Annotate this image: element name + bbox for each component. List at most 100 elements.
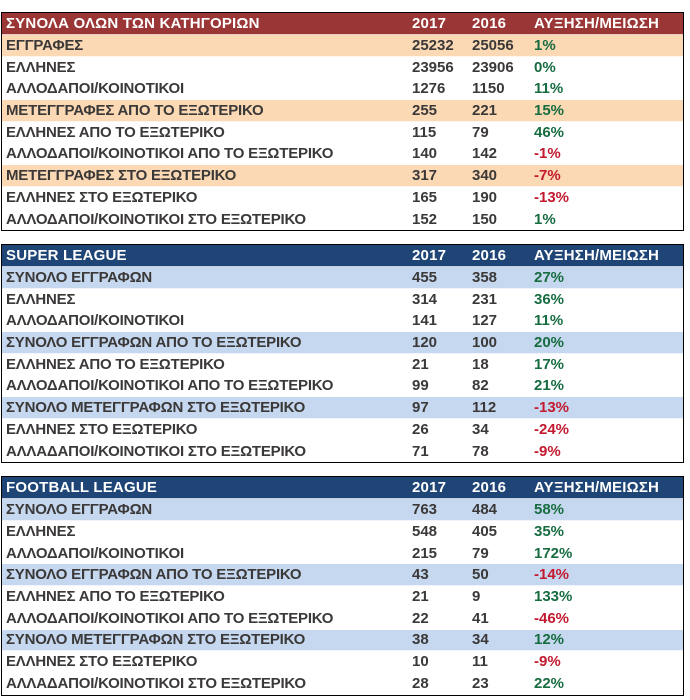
data-table: ΣΥΝΟΛΑ ΟΛΩΝ ΤΩΝ ΚΑΤΗΓΟΡΙΩΝ 2017 2016 ΑΥΞ… [1,12,684,232]
table-row: ΜΕΤΕΓΓΡΑΦΕΣ ΣΤΟ ΕΞΩΤΕΡΙΚΟ 317 340 -7% [2,165,683,187]
value-2016: 484 [472,501,498,519]
value-2016: 112 [472,399,497,417]
value-2016: 127 [472,312,498,330]
change-value: -9% [534,443,561,461]
value-2016: 340 [472,166,498,184]
table-title: FOOTBALL LEAGUE [6,479,158,497]
row-label: ΑΛΛΟΔΑΠΟΙ/ΚΟΙΝΟΤΙΚΟΙ ΑΠΟ ΤΟ ΕΞΩΤΕΡΙΚΟ [6,609,334,627]
row-label: ΑΛΛΑΔΑΠΟΙ/ΚΟΙΝΟΤΙΚΟΙ ΣΤΟ ΕΞΩΤΕΡΙΚΟ [6,675,306,693]
value-2017: 21 [412,355,429,373]
change-value: -7% [534,166,561,184]
value-2017: 1276 [412,80,446,98]
change-value: 58% [534,501,565,519]
change-value: -14% [534,566,570,584]
value-2017: 97 [412,399,429,417]
value-2017: 141 [412,312,438,330]
change-value: -1% [534,145,561,163]
change-value: -46% [534,609,570,627]
value-2016: 23 [472,675,489,693]
row-label: ΣΥΝΟΛΟ ΕΓΓΡΑΦΩΝ [6,269,153,287]
table-row: ΑΛΛΟΔΑΠΟΙ/ΚΟΙΝΟΤΙΚΟΙ ΑΠΟ ΤΟ ΕΞΩΤΕΡΙΚΟ 99… [2,376,683,398]
row-label: ΑΛΛΟΔΑΠΟΙ/ΚΟΙΝΟΤΙΚΟΙ ΑΠΟ ΤΟ ΕΞΩΤΕΡΙΚΟ [6,377,334,395]
table-row: ΣΥΝΟΛΟ ΕΓΓΡΑΦΩΝ 455 358 27% [2,267,683,289]
value-2016: 358 [472,269,498,287]
table-title: SUPER LEAGUE [6,247,127,265]
row-label: ΣΥΝΟΛΟ ΜΕΤΕΓΓΡΑΦΩΝ ΣΤΟ ΕΞΩΤΕΡΙΚΟ [6,399,306,417]
row-label: ΣΥΝΟΛΟ ΕΓΓΡΑΦΩΝ ΑΠΟ ΤΟ ΕΞΩΤΕΡΙΚΟ [6,334,302,352]
row-label: ΑΛΛΟΔΑΠΟΙ/ΚΟΙΝΟΤΙΚΟΙ [6,80,184,98]
value-2016: 82 [472,377,489,395]
row-label: ΕΛΛΗΝΕΣ [6,58,76,76]
table-row: ΣΥΝΟΛΟ ΕΓΓΡΑΦΩΝ ΑΠΟ ΤΟ ΕΞΩΤΕΡΙΚΟ 120 100… [2,332,683,354]
change-value: -24% [534,420,570,438]
value-2017: 314 [412,290,438,308]
value-2017: 71 [412,443,429,461]
value-2016: 78 [472,443,489,461]
table-row: ΕΛΛΗΝΕΣ 314 231 36% [2,289,683,311]
data-table: SUPER LEAGUE 2017 2016 ΑΥΞΗΣΗ/ΜΕΙΩΣΗ ΣΥΝ… [1,244,684,464]
value-2016: 11 [472,653,488,671]
table-header-row: ΣΥΝΟΛΑ ΟΛΩΝ ΤΩΝ ΚΑΤΗΓΟΡΙΩΝ 2017 2016 ΑΥΞ… [2,13,683,35]
table-row: ΑΛΛΟΔΑΠΟΙ/ΚΟΙΝΟΤΙΚΟΙ 215 79 172% [2,543,683,565]
change-value: 17% [534,355,565,373]
table-row: ΕΛΛΗΝΕΣ ΑΠΟ ΤΟ ΕΞΩΤΕΡΙΚΟ 115 79 46% [2,122,683,144]
change-value: 133% [534,587,573,605]
change-value: -9% [534,653,561,671]
value-2017: 152 [412,210,438,228]
value-2017: 22 [412,609,429,627]
row-label: ΑΛΛΑΔΑΠΟΙ/ΚΟΙΝΟΤΙΚΟΙ ΣΤΟ ΕΞΩΤΕΡΙΚΟ [6,443,306,461]
table-header-row: SUPER LEAGUE 2017 2016 ΑΥΞΗΣΗ/ΜΕΙΩΣΗ [2,245,683,268]
change-value: 0% [534,58,556,76]
row-label: ΜΕΤΕΓΓΡΑΦΕΣ ΣΤΟ ΕΞΩΤΕΡΙΚΟ [6,166,237,184]
change-value: 46% [534,123,565,141]
value-2016: 41 [472,609,489,627]
row-label: ΑΛΛΟΔΑΠΟΙ/ΚΟΙΝΟΤΙΚΟΙ ΑΠΟ ΤΟ ΕΞΩΤΕΡΙΚΟ [6,145,334,163]
value-2017: 455 [412,269,438,287]
table-header-row: FOOTBALL LEAGUE 2017 2016 ΑΥΞΗΣΗ/ΜΕΙΩΣΗ [2,477,683,500]
table-row: ΕΛΛΗΝΕΣ ΑΠΟ ΤΟ ΕΞΩΤΕΡΙΚΟ 21 18 17% [2,354,683,376]
change-value: 22% [534,675,565,693]
row-label: ΣΥΝΟΛΟ ΜΕΤΕΓΓΡΑΦΩΝ ΣΤΟ ΕΞΩΤΕΡΙΚΟ [6,631,306,649]
value-2017: 255 [412,101,438,119]
value-2016: 190 [472,188,498,206]
column-header-2017: 2017 [412,479,447,497]
value-2017: 120 [412,334,438,352]
value-2017: 21 [412,587,429,605]
row-label: ΕΛΛΗΝΕΣ [6,522,76,540]
table-row: ΕΓΓΡΑΦΕΣ 25232 25056 1% [2,35,683,57]
value-2017: 10 [412,653,429,671]
value-2016: 79 [472,544,489,562]
value-2016: 25056 [472,36,514,54]
value-2016: 221 [472,101,498,119]
value-2016: 150 [472,210,498,228]
value-2016: 9 [472,587,481,605]
column-header-change: ΑΥΞΗΣΗ/ΜΕΙΩΣΗ [534,479,660,497]
data-table: FOOTBALL LEAGUE 2017 2016 ΑΥΞΗΣΗ/ΜΕΙΩΣΗ … [1,476,684,696]
row-label: ΣΥΝΟΛΟ ΕΓΓΡΑΦΩΝ [6,501,153,519]
row-label: ΕΛΛΗΝΕΣ ΑΠΟ ΤΟ ΕΞΩΤΕΡΙΚΟ [6,123,225,141]
value-2016: 405 [472,522,498,540]
value-2017: 763 [412,501,438,519]
row-label: ΕΓΓΡΑΦΕΣ [6,36,84,54]
value-2016: 18 [472,355,489,373]
value-2016: 1150 [472,80,505,98]
change-value: 36% [534,290,565,308]
row-label: ΕΛΛΗΝΕΣ ΑΠΟ ΤΟ ΕΞΩΤΕΡΙΚΟ [6,355,225,373]
change-value: 172% [534,544,573,562]
table-row: ΑΛΛΑΔΑΠΟΙ/ΚΟΙΝΟΤΙΚΟΙ ΣΤΟ ΕΞΩΤΕΡΙΚΟ 71 78… [2,441,683,463]
column-header-2017: 2017 [412,247,447,265]
table-row: ΕΛΛΗΝΕΣ ΣΤΟ ΕΞΩΤΕΡΙΚΟ 165 190 -13% [2,187,683,209]
row-label: ΕΛΛΗΝΕΣ ΣΤΟ ΕΞΩΤΕΡΙΚΟ [6,653,198,671]
column-header-2016: 2016 [472,479,507,497]
value-2017: 115 [412,123,437,141]
value-2017: 140 [412,145,438,163]
change-value: -13% [534,188,570,206]
change-value: 20% [534,334,565,352]
table-row: ΕΛΛΗΝΕΣ ΣΤΟ ΕΞΩΤΕΡΙΚΟ 26 34 -24% [2,419,683,441]
table-row: ΣΥΝΟΛΟ ΕΓΓΡΑΦΩΝ 763 484 58% [2,499,683,522]
row-label: ΕΛΛΗΝΕΣ ΣΤΟ ΕΞΩΤΕΡΙΚΟ [6,188,198,206]
value-2016: 79 [472,123,489,141]
table-row: ΑΛΛΟΔΑΠΟΙ/ΚΟΙΝΟΤΙΚΟΙ 141 127 11% [2,311,683,333]
change-value: 35% [534,522,565,540]
value-2017: 26 [412,420,429,438]
